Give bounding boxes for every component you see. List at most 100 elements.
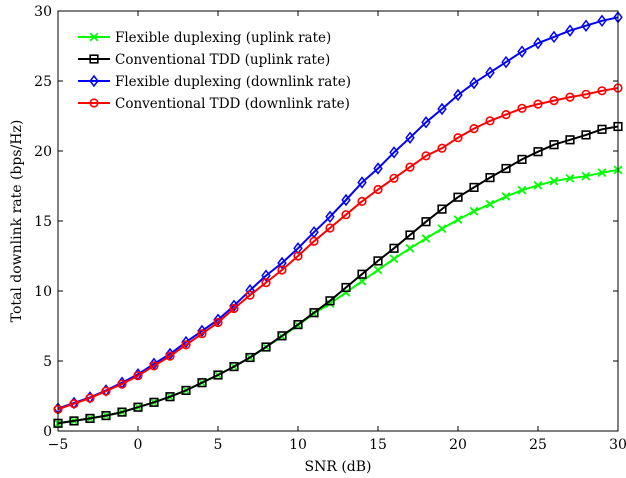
data-point: [357, 196, 367, 206]
data-point: [133, 371, 143, 381]
data-point: [197, 329, 207, 339]
data-point: [149, 361, 159, 371]
data-point: [565, 173, 575, 183]
data-point: [261, 342, 271, 352]
data-point: [229, 299, 239, 312]
series-line: [57, 87, 619, 411]
data-point: [565, 24, 575, 37]
data-point: [565, 135, 575, 145]
x-tick-label: 15: [369, 437, 387, 453]
data-point: [277, 256, 287, 270]
data-point: [117, 379, 127, 389]
data-point: [501, 55, 511, 69]
series-line: [57, 125, 619, 425]
data-point: [85, 393, 95, 403]
data-point: [597, 124, 607, 134]
data-point: [405, 230, 415, 240]
data-point: [421, 217, 431, 227]
series-2: [53, 121, 623, 428]
data-point: [165, 351, 175, 361]
data-point: [453, 88, 463, 102]
y-tick-label: 20: [34, 144, 52, 160]
data-point: [581, 171, 591, 181]
data-point: [533, 36, 543, 50]
data-point: [469, 182, 479, 193]
data-point: [325, 296, 335, 306]
data-point: [389, 146, 399, 159]
data-point: [309, 308, 319, 318]
data-point: [213, 317, 223, 328]
data-point: [277, 331, 287, 341]
data-point: [101, 386, 111, 396]
y-tick-label: 30: [34, 4, 52, 20]
data-point: [501, 109, 511, 120]
y-tick-label: 25: [34, 74, 52, 90]
data-point: [373, 162, 383, 175]
y-tick-label: 0: [43, 424, 52, 440]
data-point: [437, 143, 447, 153]
data-point: [293, 319, 303, 330]
legend-entry: Flexible duplexing (uplink rate): [78, 30, 331, 46]
data-point: [181, 340, 191, 350]
data-point: [485, 199, 495, 209]
data-point: [293, 242, 303, 255]
data-point: [181, 385, 191, 396]
data-point: [309, 236, 319, 246]
legend-box: [70, 20, 366, 116]
data-point: [341, 282, 351, 293]
data-point: [69, 416, 79, 426]
data-point: [261, 278, 271, 288]
x-tick-label: 10: [289, 437, 307, 453]
data-point: [533, 180, 543, 190]
data-point: [389, 173, 399, 183]
data-point: [405, 243, 415, 253]
legend-label: Flexible duplexing (uplink rate): [115, 30, 331, 46]
data-point: [213, 313, 223, 326]
data-point: [421, 116, 431, 129]
data-point: [293, 251, 303, 261]
data-point: [325, 223, 335, 233]
data-point: [453, 215, 463, 225]
data-point: [581, 130, 591, 140]
data-point: [421, 234, 431, 243]
data-point: [181, 335, 191, 349]
y-axis-label: Total downlink rate (bps/Hz): [9, 120, 25, 323]
data-point: [341, 210, 351, 220]
data-point: [453, 192, 463, 202]
legend-marker: [89, 74, 99, 88]
data-point: [261, 269, 271, 282]
data-point: [581, 19, 591, 32]
data-point: [517, 45, 527, 58]
data-point: [517, 185, 527, 195]
x-tick-label: −5: [48, 437, 69, 453]
data-point: [533, 99, 543, 109]
y-tick-label: 15: [34, 214, 52, 230]
data-point: [533, 147, 543, 157]
data-point: [581, 89, 591, 99]
series-layer: [53, 11, 623, 428]
data-point: [597, 168, 607, 178]
data-point: [373, 184, 383, 195]
data-point: [213, 370, 223, 380]
data-point: [469, 206, 479, 216]
legend-marker: [89, 54, 99, 64]
data-point: [69, 399, 79, 409]
data-point: [101, 410, 111, 421]
x-tick-label: 5: [214, 437, 223, 453]
data-point: [437, 102, 447, 116]
data-point: [485, 173, 495, 183]
series-4: [53, 83, 623, 414]
legend-label: Conventional TDD (downlink rate): [115, 96, 350, 112]
data-point: [357, 269, 367, 279]
data-point: [437, 204, 447, 214]
legend-label: Flexible duplexing (downlink rate): [115, 74, 351, 90]
legend-marker: [89, 98, 99, 108]
legend-marker: [89, 32, 99, 42]
legend-entry: Conventional TDD (downlink rate): [78, 96, 350, 112]
data-point: [421, 151, 431, 161]
data-point: [325, 299, 335, 309]
data-point: [149, 397, 159, 407]
data-point: [549, 140, 559, 150]
data-point: [133, 402, 143, 412]
